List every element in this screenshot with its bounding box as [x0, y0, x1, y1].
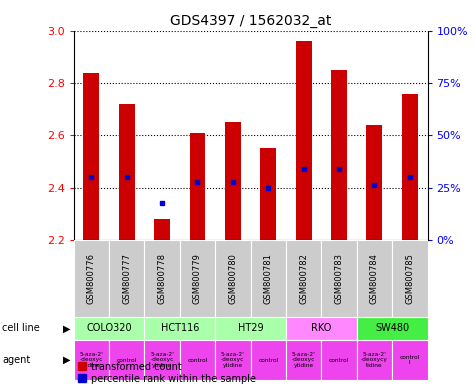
Bar	[402, 94, 418, 240]
Bar	[215, 317, 286, 340]
Bar	[74, 317, 144, 340]
Text: GSM800780: GSM800780	[228, 253, 238, 304]
Text: GSM800779: GSM800779	[193, 253, 202, 304]
Text: control: control	[187, 358, 208, 362]
Bar	[119, 104, 135, 240]
Legend: transformed count, percentile rank within the sample: transformed count, percentile rank withi…	[78, 362, 256, 384]
Text: ▶: ▶	[63, 355, 70, 365]
Text: GSM800783: GSM800783	[334, 253, 343, 304]
Bar	[260, 149, 276, 240]
Bar	[357, 340, 392, 380]
Text: RKO: RKO	[311, 323, 332, 333]
Text: control: control	[329, 358, 349, 362]
Bar	[225, 122, 241, 240]
Text: GSM800778: GSM800778	[158, 253, 167, 304]
Bar	[144, 340, 180, 380]
Bar	[286, 340, 322, 380]
Bar	[215, 340, 251, 380]
Text: agent: agent	[2, 355, 30, 365]
Bar	[74, 340, 109, 380]
Bar	[331, 70, 347, 240]
Text: GSM800785: GSM800785	[405, 253, 414, 304]
Bar	[321, 340, 357, 380]
Text: control: control	[258, 358, 278, 362]
Bar	[321, 240, 357, 317]
Text: 5-aza-2'
-deoxyc
ytidine: 5-aza-2' -deoxyc ytidine	[292, 352, 315, 368]
Text: GSM800781: GSM800781	[264, 253, 273, 304]
Bar	[83, 73, 99, 240]
Bar	[357, 317, 428, 340]
Bar	[74, 240, 109, 317]
Bar	[144, 240, 180, 317]
Bar	[295, 41, 312, 240]
Text: cell line: cell line	[2, 323, 40, 333]
Bar	[215, 240, 251, 317]
Bar	[154, 219, 170, 240]
Bar	[286, 317, 357, 340]
Text: COLO320: COLO320	[86, 323, 132, 333]
Text: 5-aza-2'
-deoxyc
ytidine: 5-aza-2' -deoxyc ytidine	[79, 352, 103, 368]
Bar	[366, 125, 382, 240]
Text: 5-aza-2'
-deoxycy
tidine: 5-aza-2' -deoxycy tidine	[361, 352, 388, 368]
Text: HT29: HT29	[238, 323, 263, 333]
Bar	[180, 340, 215, 380]
Bar	[357, 240, 392, 317]
Bar	[392, 240, 428, 317]
Text: 5-aza-2'
-deoxyc
ytidine: 5-aza-2' -deoxyc ytidine	[150, 352, 174, 368]
Text: GSM800782: GSM800782	[299, 253, 308, 304]
Bar	[286, 240, 322, 317]
Bar	[251, 340, 286, 380]
Bar	[180, 240, 215, 317]
Bar	[144, 317, 215, 340]
Text: control
l: control l	[399, 354, 420, 366]
Text: GSM800777: GSM800777	[122, 253, 131, 304]
Text: GSM800776: GSM800776	[87, 253, 96, 304]
Title: GDS4397 / 1562032_at: GDS4397 / 1562032_at	[170, 14, 331, 28]
Bar	[392, 340, 428, 380]
Bar	[190, 133, 206, 240]
Text: ▶: ▶	[63, 323, 70, 333]
Text: SW480: SW480	[375, 323, 409, 333]
Bar	[109, 340, 144, 380]
Text: GSM800784: GSM800784	[370, 253, 379, 304]
Text: 5-aza-2'
-deoxyc
ytidine: 5-aza-2' -deoxyc ytidine	[221, 352, 245, 368]
Bar	[109, 240, 144, 317]
Text: HCT116: HCT116	[161, 323, 199, 333]
Bar	[251, 240, 286, 317]
Text: control: control	[116, 358, 137, 362]
